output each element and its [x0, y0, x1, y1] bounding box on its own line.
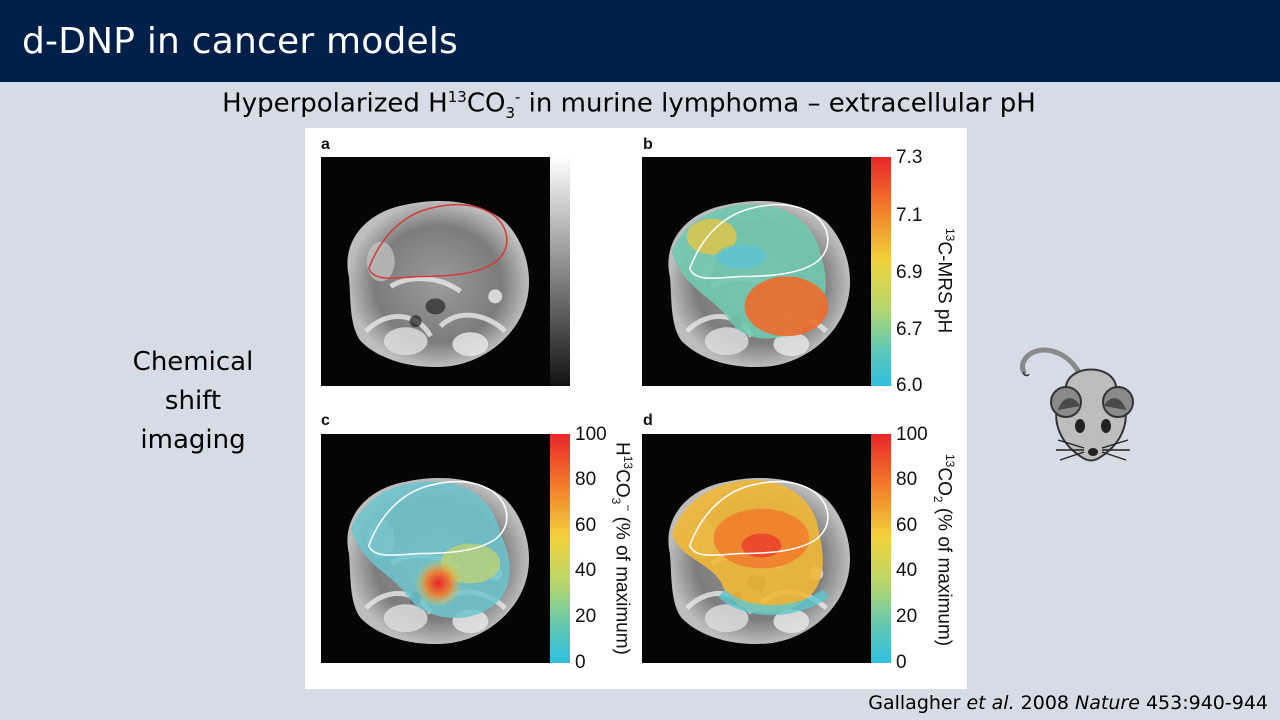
panel-c-image	[321, 434, 550, 663]
figure-panels: a b 7.3 7.1 6.9 6.7 6.0 13C-MRS pH c	[305, 128, 967, 689]
panel-b-tick: 6.7	[896, 319, 923, 340]
ph-map-image	[642, 157, 871, 386]
panel-c-tick: 0	[575, 652, 586, 673]
panel-c-colorbar	[550, 434, 570, 663]
side-text-line: imaging	[140, 425, 246, 455]
panel-d-tick: 0	[896, 652, 907, 673]
panel-b-image	[642, 157, 871, 386]
bicarbonate-map-image	[321, 434, 550, 663]
panel-b-tick: 6.9	[896, 262, 923, 283]
tumor-roi-outline	[688, 203, 829, 279]
panel-d-tick: 80	[896, 469, 918, 490]
mouse-icon	[1019, 347, 1134, 462]
tumor-roi-outline-red	[367, 203, 508, 279]
panel-d-colorbar-label: 13CO2 (% of maximum)	[930, 454, 957, 647]
panel-c-tick: 80	[575, 469, 597, 490]
panel-d-tick: 60	[896, 515, 918, 536]
panel-a-letter: a	[321, 136, 330, 153]
panel-c-letter: c	[321, 412, 330, 429]
title-bar: d-DNP in cancer models	[0, 0, 1280, 82]
panel-b-tick: 6.0	[896, 375, 923, 396]
panel-b-tick: 7.1	[896, 205, 923, 226]
tumor-roi-outline	[688, 480, 829, 556]
side-text-line: shift	[164, 386, 222, 416]
panel-c-tick: 40	[575, 560, 597, 581]
panel-a-image	[321, 157, 550, 386]
mri-anatomical-image	[321, 157, 550, 386]
panel-a-grayscale-colorbar	[550, 157, 570, 386]
slide-title: d-DNP in cancer models	[22, 21, 459, 62]
panel-c-colorbar-label: H13CO3− (% of maximum)	[608, 442, 635, 655]
side-text-chemical-shift-imaging: Chemical shift imaging	[118, 343, 268, 460]
panel-d-letter: d	[643, 412, 653, 429]
panel-b-colorbar-label: 13C-MRS pH	[933, 228, 957, 334]
side-text-line: Chemical	[132, 347, 254, 377]
panel-b-tick: 7.3	[896, 147, 923, 168]
panel-c-tick: 100	[575, 424, 607, 445]
panel-d-tick: 40	[896, 560, 918, 581]
panel-b-colorbar	[871, 157, 891, 386]
panel-d-image	[642, 434, 871, 663]
tumor-roi-outline	[367, 480, 508, 556]
panel-c-tick: 60	[575, 515, 597, 536]
panel-b-letter: b	[643, 136, 653, 153]
panel-d-tick: 100	[896, 424, 928, 445]
panel-c-tick: 20	[575, 606, 597, 627]
panel-d-colorbar	[871, 434, 891, 663]
slide-subtitle: Hyperpolarized H13CO3- in murine lymphom…	[222, 88, 1036, 122]
panel-d-tick: 20	[896, 606, 918, 627]
co2-map-image	[642, 434, 871, 663]
citation: Gallagher et al. 2008 Nature 453:940-944	[868, 692, 1268, 714]
